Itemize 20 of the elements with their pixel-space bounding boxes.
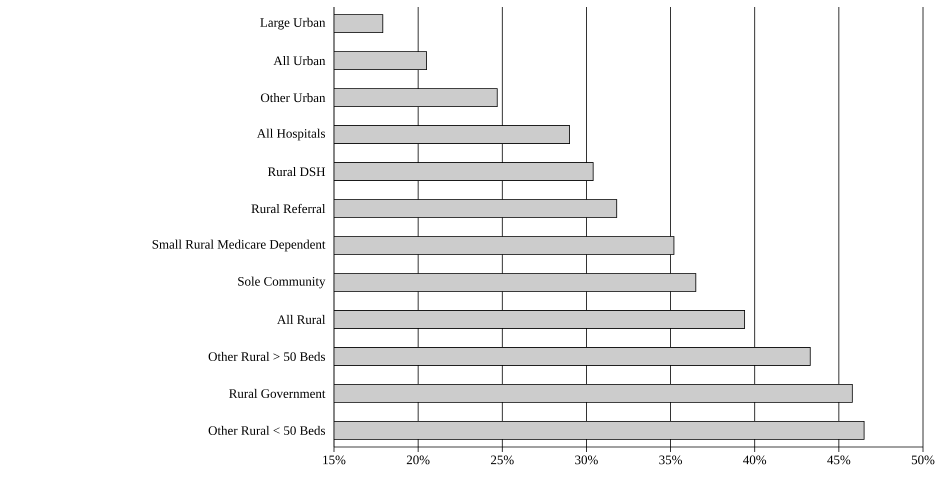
x-tick-label: 45% <box>827 456 850 464</box>
y-tick-label: Large Urban <box>260 18 326 30</box>
y-tick-label: Sole Community <box>238 276 326 288</box>
y-tick-label: Other Rural > 50 Beds <box>208 352 326 361</box>
x-tick-label: 15% <box>323 456 346 464</box>
y-tick-label: Other Rural < 50 Beds <box>208 426 326 435</box>
y-tick-label: Rural DSH <box>268 166 326 176</box>
y-tick-label: Rural Referral <box>251 204 326 214</box>
y-tick-label: Rural Government <box>229 388 326 398</box>
x-tick-label: 35% <box>659 456 682 464</box>
x-tick-label: 50% <box>912 456 934 464</box>
y-tick-label: Other Urban <box>260 93 326 102</box>
x-tick-label: 30% <box>575 456 598 464</box>
x-tick-label: 25% <box>490 456 514 464</box>
y-tick-label: All Rural <box>277 314 326 324</box>
x-tick-label: 20% <box>406 456 430 464</box>
y-tick-label: All Urban <box>273 56 326 66</box>
x-tick-label: 40% <box>743 456 766 464</box>
y-tick-label: All Hospitals <box>256 128 326 140</box>
y-tick-label: Small Rural Medicare Dependent <box>152 240 326 252</box>
